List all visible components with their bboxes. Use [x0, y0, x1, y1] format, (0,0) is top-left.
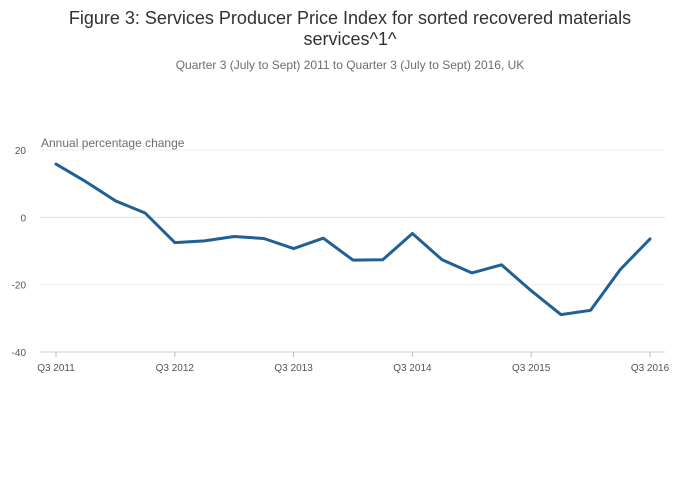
chart-subtitle: Quarter 3 (July to Sept) 2011 to Quarter… [175, 58, 525, 72]
x-tick-label: Q3 2013 [274, 363, 313, 374]
x-tick-label: Q3 2012 [156, 363, 195, 374]
x-tick-label: Q3 2015 [512, 363, 551, 374]
x-tick-label: Q3 2014 [393, 363, 432, 374]
y-axis-label: Annual percentage change [41, 136, 185, 150]
y-tick-label: -40 [12, 348, 27, 359]
chart-title-line-1: Figure 3: Services Producer Price Index … [68, 8, 632, 28]
chart-title: Figure 3: Services Producer Price Index … [0, 8, 700, 50]
x-tick-label: Q3 2016 [631, 363, 670, 374]
chart-title-line-2: services^1^ [303, 29, 397, 49]
x-tick-label: Q3 2011 [37, 363, 75, 374]
y-tick-label: -20 [12, 281, 27, 292]
y-tick-label: 20 [15, 146, 27, 157]
series-line-0 [54, 162, 652, 317]
y-tick-label: 0 [20, 213, 26, 224]
